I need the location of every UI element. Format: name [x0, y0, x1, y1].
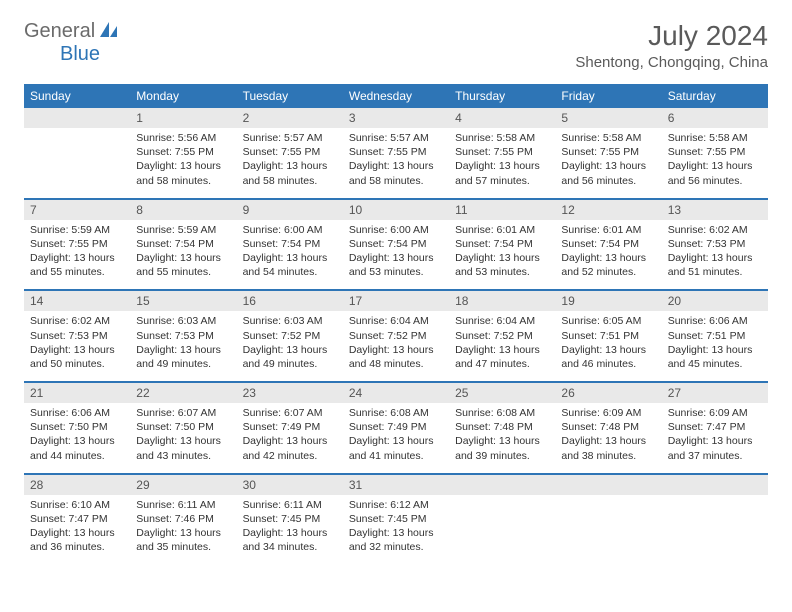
day-number-row: 21222324252627: [24, 382, 768, 403]
day-number-cell: 23: [237, 382, 343, 403]
day-content-cell: Sunrise: 6:06 AMSunset: 7:51 PMDaylight:…: [662, 311, 768, 382]
day-number-cell: 24: [343, 382, 449, 403]
day-content-cell: Sunrise: 6:08 AMSunset: 7:49 PMDaylight:…: [343, 403, 449, 474]
day-content-cell: Sunrise: 6:09 AMSunset: 7:47 PMDaylight:…: [662, 403, 768, 474]
day-content-row: Sunrise: 5:59 AMSunset: 7:55 PMDaylight:…: [24, 220, 768, 291]
calendar-table: Sunday Monday Tuesday Wednesday Thursday…: [24, 84, 768, 564]
day-content-cell: [662, 495, 768, 565]
location-text: Shentong, Chongqing, China: [575, 54, 768, 71]
day-content-cell: Sunrise: 5:59 AMSunset: 7:55 PMDaylight:…: [24, 220, 130, 291]
day-number-cell: 8: [130, 199, 236, 220]
day-content-cell: Sunrise: 6:11 AMSunset: 7:46 PMDaylight:…: [130, 495, 236, 565]
day-number-cell: 3: [343, 108, 449, 128]
day-header-wednesday: Wednesday: [343, 84, 449, 108]
day-content-cell: [449, 495, 555, 565]
day-content-cell: Sunrise: 6:06 AMSunset: 7:50 PMDaylight:…: [24, 403, 130, 474]
day-number-cell: 6: [662, 108, 768, 128]
day-number-cell: 14: [24, 290, 130, 311]
day-content-cell: Sunrise: 6:09 AMSunset: 7:48 PMDaylight:…: [555, 403, 661, 474]
day-number-cell: 18: [449, 290, 555, 311]
day-number-cell: 15: [130, 290, 236, 311]
day-number-cell: [662, 474, 768, 495]
day-content-cell: Sunrise: 5:58 AMSunset: 7:55 PMDaylight:…: [449, 128, 555, 199]
day-content-cell: Sunrise: 6:02 AMSunset: 7:53 PMDaylight:…: [24, 311, 130, 382]
day-content-row: Sunrise: 6:02 AMSunset: 7:53 PMDaylight:…: [24, 311, 768, 382]
day-content-cell: Sunrise: 5:59 AMSunset: 7:54 PMDaylight:…: [130, 220, 236, 291]
day-number-cell: 19: [555, 290, 661, 311]
day-number-cell: [555, 474, 661, 495]
day-content-cell: Sunrise: 6:04 AMSunset: 7:52 PMDaylight:…: [449, 311, 555, 382]
day-header-thursday: Thursday: [449, 84, 555, 108]
logo-sail-icon: [99, 20, 119, 43]
day-number-row: 123456: [24, 108, 768, 128]
calendar-body: 123456Sunrise: 5:56 AMSunset: 7:55 PMDay…: [24, 108, 768, 564]
logo: General: [24, 20, 121, 43]
day-number-cell: [449, 474, 555, 495]
day-content-cell: [24, 128, 130, 199]
day-content-cell: Sunrise: 5:58 AMSunset: 7:55 PMDaylight:…: [555, 128, 661, 199]
day-content-cell: Sunrise: 6:04 AMSunset: 7:52 PMDaylight:…: [343, 311, 449, 382]
day-content-cell: Sunrise: 6:00 AMSunset: 7:54 PMDaylight:…: [343, 220, 449, 291]
day-content-cell: Sunrise: 6:07 AMSunset: 7:50 PMDaylight:…: [130, 403, 236, 474]
day-number-cell: [24, 108, 130, 128]
day-number-cell: 13: [662, 199, 768, 220]
day-number-cell: 29: [130, 474, 236, 495]
day-content-cell: Sunrise: 5:57 AMSunset: 7:55 PMDaylight:…: [237, 128, 343, 199]
day-header-sunday: Sunday: [24, 84, 130, 108]
day-content-cell: Sunrise: 6:01 AMSunset: 7:54 PMDaylight:…: [449, 220, 555, 291]
calendar-header-row: Sunday Monday Tuesday Wednesday Thursday…: [24, 84, 768, 108]
day-number-cell: 31: [343, 474, 449, 495]
day-header-saturday: Saturday: [662, 84, 768, 108]
day-number-cell: 11: [449, 199, 555, 220]
day-number-cell: 30: [237, 474, 343, 495]
day-number-cell: 25: [449, 382, 555, 403]
day-header-friday: Friday: [555, 84, 661, 108]
day-content-cell: Sunrise: 5:57 AMSunset: 7:55 PMDaylight:…: [343, 128, 449, 199]
day-content-row: Sunrise: 5:56 AMSunset: 7:55 PMDaylight:…: [24, 128, 768, 199]
day-content-cell: Sunrise: 5:56 AMSunset: 7:55 PMDaylight:…: [130, 128, 236, 199]
day-number-cell: 16: [237, 290, 343, 311]
day-content-cell: Sunrise: 6:07 AMSunset: 7:49 PMDaylight:…: [237, 403, 343, 474]
day-header-tuesday: Tuesday: [237, 84, 343, 108]
day-number-cell: 27: [662, 382, 768, 403]
month-title: July 2024: [575, 20, 768, 52]
day-number-cell: 22: [130, 382, 236, 403]
day-number-cell: 26: [555, 382, 661, 403]
day-content-cell: Sunrise: 6:11 AMSunset: 7:45 PMDaylight:…: [237, 495, 343, 565]
day-content-cell: Sunrise: 6:02 AMSunset: 7:53 PMDaylight:…: [662, 220, 768, 291]
day-content-cell: Sunrise: 6:03 AMSunset: 7:52 PMDaylight:…: [237, 311, 343, 382]
day-number-cell: 10: [343, 199, 449, 220]
day-content-cell: Sunrise: 6:03 AMSunset: 7:53 PMDaylight:…: [130, 311, 236, 382]
day-number-cell: 7: [24, 199, 130, 220]
day-number-row: 28293031: [24, 474, 768, 495]
day-content-cell: Sunrise: 5:58 AMSunset: 7:55 PMDaylight:…: [662, 128, 768, 199]
day-content-cell: [555, 495, 661, 565]
day-content-cell: Sunrise: 6:10 AMSunset: 7:47 PMDaylight:…: [24, 495, 130, 565]
day-content-row: Sunrise: 6:10 AMSunset: 7:47 PMDaylight:…: [24, 495, 768, 565]
logo-text-blue: Blue: [60, 43, 100, 66]
day-number-cell: 17: [343, 290, 449, 311]
day-number-cell: 12: [555, 199, 661, 220]
logo-text-general: General: [24, 20, 95, 43]
day-number-cell: 4: [449, 108, 555, 128]
day-content-row: Sunrise: 6:06 AMSunset: 7:50 PMDaylight:…: [24, 403, 768, 474]
day-content-cell: Sunrise: 6:05 AMSunset: 7:51 PMDaylight:…: [555, 311, 661, 382]
day-content-cell: Sunrise: 6:08 AMSunset: 7:48 PMDaylight:…: [449, 403, 555, 474]
day-number-cell: 20: [662, 290, 768, 311]
day-number-cell: 2: [237, 108, 343, 128]
day-number-cell: 21: [24, 382, 130, 403]
day-content-cell: Sunrise: 6:00 AMSunset: 7:54 PMDaylight:…: [237, 220, 343, 291]
title-block: July 2024 Shentong, Chongqing, China: [575, 20, 768, 71]
day-number-row: 78910111213: [24, 199, 768, 220]
day-header-monday: Monday: [130, 84, 236, 108]
day-number-cell: 1: [130, 108, 236, 128]
day-number-cell: 9: [237, 199, 343, 220]
day-number-cell: 28: [24, 474, 130, 495]
day-content-cell: Sunrise: 6:12 AMSunset: 7:45 PMDaylight:…: [343, 495, 449, 565]
day-content-cell: Sunrise: 6:01 AMSunset: 7:54 PMDaylight:…: [555, 220, 661, 291]
day-number-row: 14151617181920: [24, 290, 768, 311]
day-number-cell: 5: [555, 108, 661, 128]
